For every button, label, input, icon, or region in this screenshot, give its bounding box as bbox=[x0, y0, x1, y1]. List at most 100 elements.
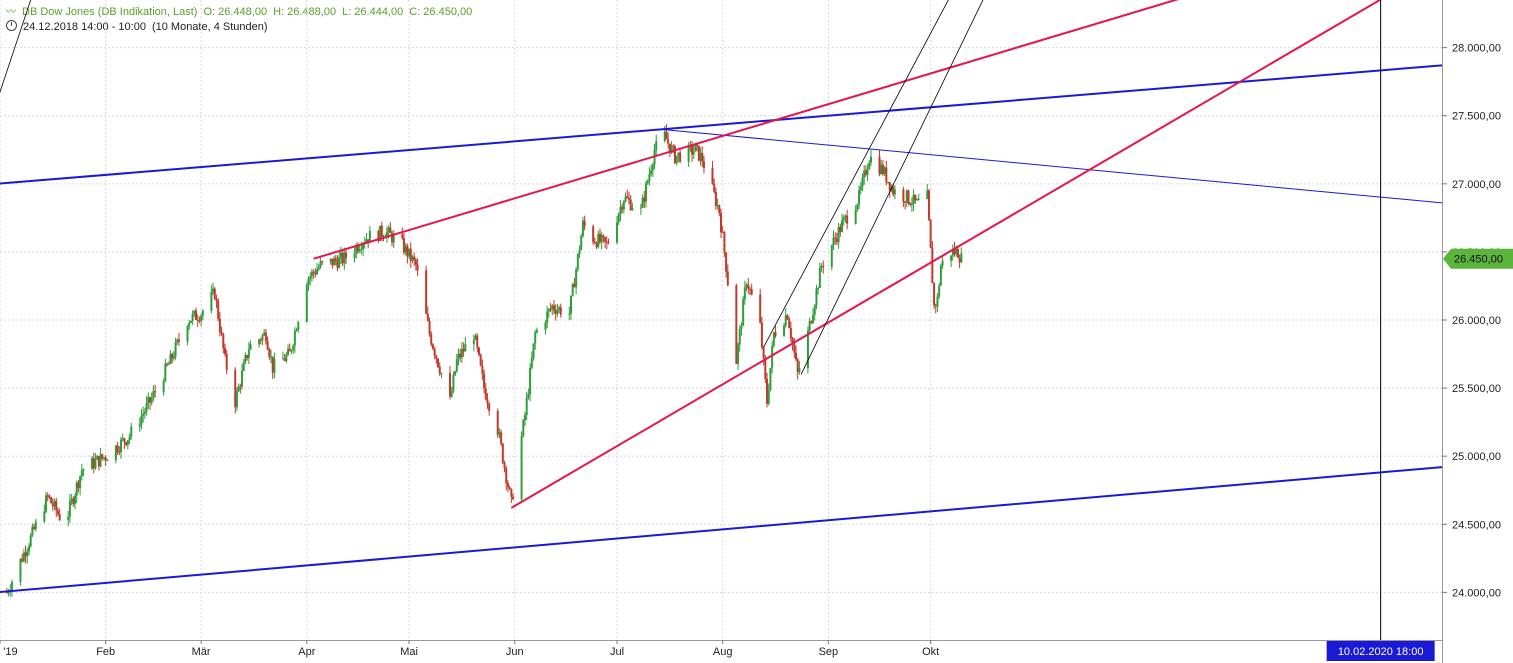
candle bbox=[645, 180, 648, 208]
candle bbox=[193, 309, 196, 317]
candle-body bbox=[312, 271, 315, 273]
candle-body bbox=[143, 411, 146, 414]
candle-body bbox=[222, 333, 225, 349]
candle-body bbox=[938, 285, 941, 297]
candle-body bbox=[905, 190, 908, 203]
candle-body bbox=[904, 201, 907, 203]
candle-body bbox=[305, 284, 308, 322]
candle bbox=[602, 234, 605, 243]
candle-body bbox=[91, 458, 94, 470]
candle-body bbox=[505, 467, 508, 484]
candle-body bbox=[259, 339, 262, 341]
candle-body bbox=[726, 271, 729, 286]
candle-body bbox=[215, 298, 218, 301]
candle bbox=[551, 304, 554, 316]
candle-body bbox=[617, 213, 620, 223]
candle-body bbox=[839, 227, 842, 232]
candle-body bbox=[520, 436, 523, 500]
candle-body bbox=[571, 283, 574, 296]
candle-body bbox=[950, 255, 953, 261]
candle-body bbox=[772, 332, 775, 346]
candle bbox=[837, 222, 840, 249]
candle-body bbox=[339, 252, 342, 258]
candle bbox=[392, 230, 395, 249]
candle-body bbox=[602, 235, 605, 238]
candle bbox=[575, 267, 578, 295]
candle bbox=[293, 327, 296, 353]
candle-body bbox=[166, 363, 169, 366]
candle-body bbox=[639, 207, 642, 209]
range-text: (10 Monate, 4 Stunden) bbox=[151, 21, 268, 33]
candle bbox=[188, 319, 191, 331]
candle bbox=[24, 545, 27, 564]
candle bbox=[70, 493, 73, 506]
candle bbox=[176, 338, 179, 346]
trendlines bbox=[0, 0, 1442, 594]
candle bbox=[716, 198, 719, 210]
candle-body bbox=[508, 487, 511, 489]
candle bbox=[411, 254, 414, 264]
candle bbox=[27, 543, 30, 556]
candle bbox=[319, 256, 322, 269]
candle-body bbox=[19, 558, 22, 583]
candle bbox=[617, 212, 620, 225]
candle bbox=[631, 202, 634, 211]
candle-body bbox=[740, 325, 743, 329]
candle-body bbox=[79, 476, 82, 489]
candle bbox=[581, 216, 584, 238]
candle-body bbox=[171, 353, 174, 359]
candle bbox=[815, 284, 818, 310]
black-trendline bbox=[0, 0, 32, 94]
candle-body bbox=[408, 248, 411, 257]
candle bbox=[67, 511, 70, 527]
candle-body bbox=[287, 348, 290, 355]
candle-body bbox=[583, 220, 586, 227]
candle bbox=[665, 124, 668, 140]
candle-body bbox=[448, 373, 451, 397]
x-tick-label: Sep bbox=[819, 646, 839, 658]
candle-body bbox=[169, 353, 172, 364]
candle bbox=[619, 200, 622, 222]
candle bbox=[68, 493, 71, 524]
candle bbox=[223, 343, 226, 357]
candle-body bbox=[558, 307, 561, 310]
candle-body bbox=[309, 276, 312, 279]
candle-body bbox=[902, 189, 905, 202]
candle bbox=[927, 189, 930, 221]
candle bbox=[483, 369, 486, 394]
candle bbox=[472, 334, 475, 352]
candle bbox=[48, 494, 51, 500]
candle-body bbox=[858, 190, 861, 205]
candle bbox=[769, 367, 772, 392]
candle bbox=[310, 268, 313, 282]
candle bbox=[573, 278, 576, 288]
candle-body bbox=[810, 321, 813, 323]
candle bbox=[126, 439, 129, 450]
candle-body bbox=[217, 300, 220, 319]
candle-body bbox=[789, 328, 792, 339]
candle bbox=[305, 282, 308, 323]
candle-body bbox=[866, 169, 869, 175]
candle-body bbox=[939, 265, 942, 286]
candle-body bbox=[670, 145, 673, 153]
candle bbox=[281, 351, 284, 360]
candle bbox=[832, 230, 835, 250]
candle bbox=[702, 155, 705, 174]
candle bbox=[114, 444, 117, 464]
candle bbox=[864, 165, 867, 177]
candle-body bbox=[353, 253, 356, 259]
candle bbox=[677, 152, 680, 163]
candle bbox=[72, 496, 75, 507]
candle-body bbox=[580, 235, 583, 250]
candle bbox=[863, 165, 866, 185]
candle-body bbox=[377, 231, 380, 241]
candle-body bbox=[697, 145, 700, 161]
candle-body bbox=[459, 353, 462, 358]
candle-body bbox=[624, 196, 627, 202]
candle-body bbox=[428, 320, 431, 335]
candle bbox=[102, 456, 105, 461]
candle-body bbox=[793, 343, 796, 353]
candle bbox=[817, 286, 820, 295]
candle-body bbox=[650, 170, 653, 174]
